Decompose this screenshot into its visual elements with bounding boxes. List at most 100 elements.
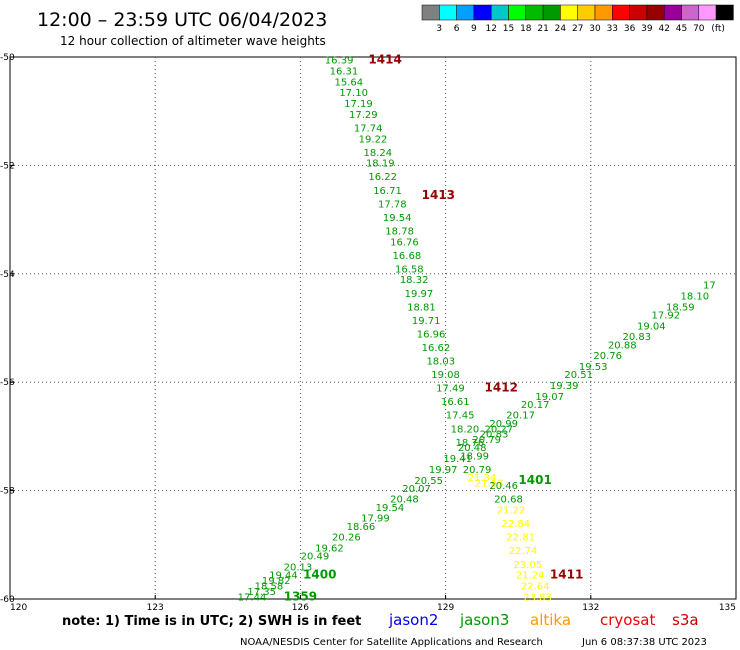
swh-value-label: 19.71 <box>412 316 441 327</box>
swh-value-label: 19.62 <box>315 544 344 555</box>
swh-value-label: 19.07 <box>535 392 564 403</box>
swh-value-label: 16.96 <box>417 329 446 340</box>
y-tick-label: -52 <box>0 161 15 171</box>
colorbar-swatch <box>439 4 457 21</box>
note-text: note: 1) Time is in UTC; 2) SWH is in fe… <box>62 614 361 629</box>
swh-value-label: 20.83 <box>480 430 509 441</box>
satellite-name-s3a: s3a <box>672 611 699 629</box>
swh-value-label: 20.07 <box>402 484 431 495</box>
colorbar-tick-label: 27 <box>572 24 583 34</box>
colorbar-tick-label: 9 <box>471 24 477 34</box>
swh-value-label: 18.81 <box>407 302 436 313</box>
swh-value-label: 16.76 <box>390 237 419 248</box>
swh-value-label: 18.58 <box>255 581 284 592</box>
swh-value-label: 18.10 <box>681 291 710 302</box>
swh-value-label: 19.54 <box>383 213 412 224</box>
y-tick-label: -54 <box>0 270 15 280</box>
colorbar-tick-label: 6 <box>454 24 460 34</box>
swh-value-label: 17.74 <box>354 123 383 134</box>
colorbar-swatch <box>456 4 475 21</box>
colorbar-tick-label: 18 <box>520 24 532 34</box>
swh-value-label: 20.13 <box>284 562 313 573</box>
swh-value-label: 16.71 <box>373 186 402 197</box>
swh-value-label: 17.44 <box>238 592 267 603</box>
swh-value-label: 18.32 <box>400 275 429 286</box>
y-tick-label: -50 <box>0 53 15 63</box>
swh-value-label: 18.78 <box>385 226 414 237</box>
swh-value-label: 18.19 <box>366 159 395 170</box>
colorbar-swatch <box>525 4 544 21</box>
colorbar-unit-label: (ft) <box>711 24 725 34</box>
satellite-legend: jason2 jason3 altika cryosat s3a <box>388 611 699 629</box>
colorbar-tick-label: 70 <box>693 24 705 34</box>
swh-value-label: 19.53 <box>579 362 608 373</box>
colorbar-swatch <box>681 4 700 21</box>
swh-value-label: 20.51 <box>564 370 593 381</box>
swh-value-label: 19.97 <box>429 465 458 476</box>
colorbar-tick-label: 24 <box>555 24 567 34</box>
swh-value-label: 15.64 <box>334 77 363 88</box>
colorbar-swatch <box>421 4 440 21</box>
colorbar-swatch <box>663 4 682 21</box>
swh-value-label: 18.03 <box>426 357 455 368</box>
swh-value-label: 19.08 <box>431 370 460 381</box>
colorbar-tick-label: 42 <box>658 24 669 34</box>
colorbar-tick-label: 39 <box>641 24 653 34</box>
satellite-name-jason2: jason2 <box>388 611 438 629</box>
swh-value-label: 19.44 <box>269 571 298 582</box>
swh-value-label: 22.81 <box>506 533 535 544</box>
x-tick-label: 126 <box>292 603 309 613</box>
swh-value-label: 21.24 <box>516 571 545 582</box>
swh-value-label: 17.99 <box>361 514 390 525</box>
swh-value-label: 20.49 <box>301 552 330 563</box>
swh-value-label: 17.35 <box>247 587 276 598</box>
swh-value-label: 19.97 <box>405 289 434 300</box>
satellite-name-altika: altika <box>530 611 571 629</box>
swh-value-label: 16.22 <box>368 172 397 183</box>
colorbar-swatch <box>612 4 630 21</box>
swh-value-label: 22.84 <box>501 519 530 530</box>
swh-value-label: 18.20 <box>451 424 480 435</box>
x-tick-label: 123 <box>147 603 164 613</box>
swh-value-label: 19.04 <box>637 321 666 332</box>
satellite-name-jason3: jason3 <box>459 611 509 629</box>
colorbar-swatch <box>577 4 596 21</box>
y-tick-label: -60 <box>0 595 15 605</box>
swh-value-label: 18.99 <box>460 451 489 462</box>
swh-value-label: 18.66 <box>347 522 376 533</box>
swh-value-label: 20.68 <box>494 495 523 506</box>
pass-number-label: 1401 <box>518 473 551 487</box>
swh-value-label: 20.76 <box>593 351 622 362</box>
x-tick-label: 135 <box>719 603 736 613</box>
swh-value-label: 16.31 <box>330 67 359 78</box>
swh-value-label: 20.88 <box>608 340 637 351</box>
swh-value-label: 22.64 <box>521 581 550 592</box>
y-tick-label: -56 <box>0 378 15 388</box>
swh-value-label: 20.17 <box>521 400 550 411</box>
swh-value-label: 19.22 <box>359 134 388 145</box>
swh-value-label: 23.05 <box>514 560 543 571</box>
pass-number-label: 1413 <box>422 188 455 202</box>
colorbar-legend: 3 6 9 12 15 18 21 24 27 30 33 36 39 42 45 70 (ft) <box>421 4 734 34</box>
swh-value-label: 20.48 <box>390 495 419 506</box>
colorbar-tick-label: 30 <box>589 24 601 34</box>
swh-value-label: 21.34 <box>468 473 497 484</box>
colorbar-swatch <box>560 4 578 21</box>
pass-number-label: 1412 <box>485 381 518 395</box>
swh-value-label: 20.99 <box>489 419 518 430</box>
swh-value-label: 17.92 <box>651 310 680 321</box>
y-tick-label: -58 <box>0 487 15 497</box>
swh-value-label: 20.83 <box>622 332 651 343</box>
swh-value-label: 19.41 <box>443 454 472 465</box>
swh-value-label: 16.39 <box>325 56 354 67</box>
swh-value-label: 20.79 <box>463 465 492 476</box>
colorbar-swatch <box>646 4 665 21</box>
colorbar-swatch <box>698 4 717 21</box>
swh-value-label: 18.76 <box>455 438 484 449</box>
swh-value-label: 20.26 <box>332 533 361 544</box>
colorbar-swatch <box>715 4 734 21</box>
x-tick-label: 120 <box>10 603 27 613</box>
swh-value-label: 21.63 <box>475 478 504 489</box>
pass-number-label: 1359 <box>284 589 317 603</box>
